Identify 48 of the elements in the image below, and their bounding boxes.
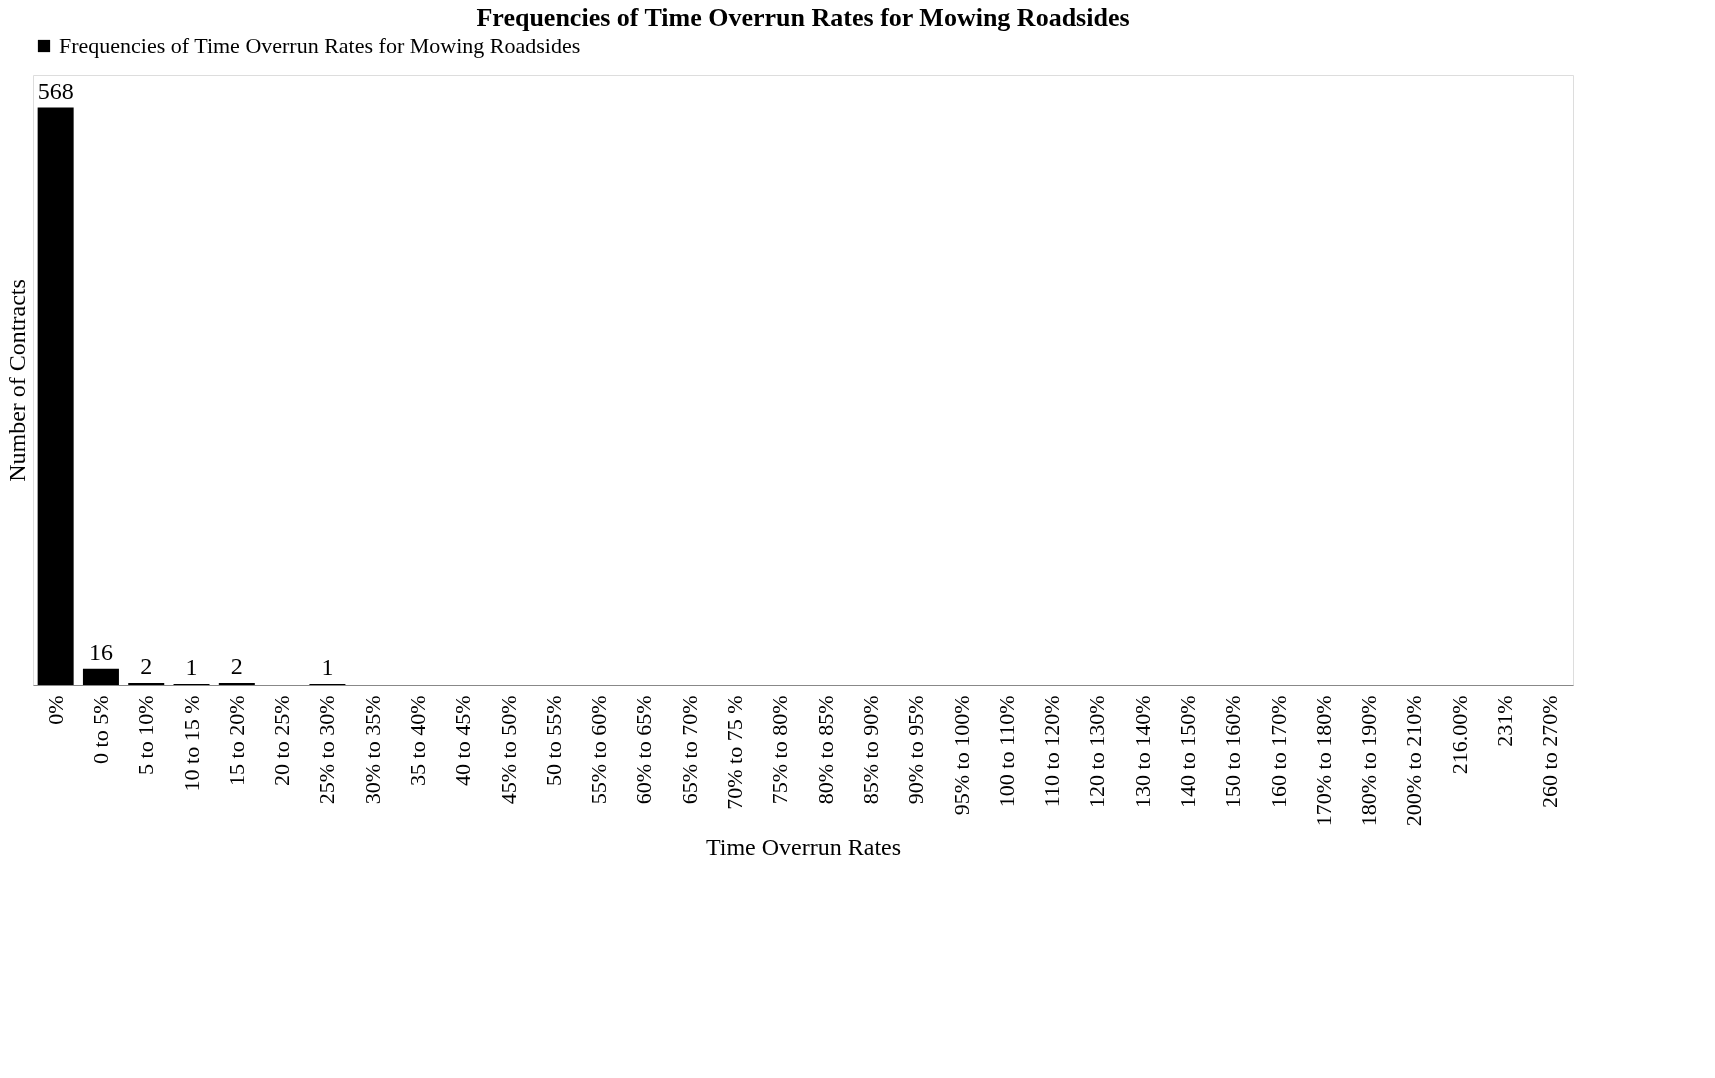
x-tick-label: 35 to 40% bbox=[405, 695, 430, 786]
data-label: 568 bbox=[37, 77, 74, 104]
bar bbox=[128, 682, 165, 685]
data-label: 2 bbox=[230, 652, 243, 679]
x-tick-label: 160 to 170% bbox=[1265, 695, 1291, 808]
bar bbox=[37, 107, 74, 685]
bar bbox=[82, 668, 119, 685]
data-label: 16 bbox=[88, 638, 113, 665]
data-label: 2 bbox=[140, 652, 153, 679]
x-tick-label: 0% bbox=[42, 695, 68, 725]
bar bbox=[218, 682, 255, 685]
y-axis-title: Number of Contracts bbox=[3, 279, 30, 482]
x-tick-label: 170% to 180% bbox=[1310, 695, 1336, 827]
x-tick-label: 231% bbox=[1492, 695, 1518, 747]
x-tick-label: 110 to 120% bbox=[1039, 695, 1065, 808]
x-tick-label: 140 to 150% bbox=[1175, 695, 1200, 808]
x-tick-label: 180% to 190% bbox=[1356, 695, 1382, 827]
x-tick-label: 65% to 70% bbox=[676, 695, 702, 805]
data-label: 1 bbox=[321, 653, 334, 680]
x-tick-label: 80% to 85% bbox=[812, 695, 838, 805]
x-tick-label: 40 to 45% bbox=[450, 695, 476, 786]
x-tick-label: 55% to 60% bbox=[586, 695, 612, 805]
x-tick-label: 216.00% bbox=[1446, 695, 1472, 775]
x-tick-label: 90% to 95% bbox=[903, 695, 929, 805]
x-tick-label: 75% to 80% bbox=[767, 695, 793, 805]
x-tick-label: 95% to 100% bbox=[948, 695, 974, 816]
x-tick-label: 20 to 25% bbox=[269, 695, 295, 786]
x-tick-label: 10 to 15 % bbox=[178, 695, 204, 792]
data-label: 1 bbox=[185, 653, 198, 680]
x-tick-label: 60% to 65% bbox=[631, 695, 657, 805]
x-tick-label: 120 to 130% bbox=[1084, 695, 1110, 808]
x-axis-title: Time Overrun Rates bbox=[705, 833, 902, 860]
x-tick-label: 5 to 10% bbox=[133, 695, 159, 775]
x-tick-label: 15 to 20% bbox=[223, 695, 249, 786]
x-tick-label: 200% to 210% bbox=[1401, 695, 1427, 827]
x-tick-label: 30% to 35% bbox=[359, 695, 385, 805]
x-tick-label: 130 to 140% bbox=[1129, 695, 1155, 808]
x-tick-label: 25% to 30% bbox=[314, 695, 340, 805]
x-tick-label: 150 to 160% bbox=[1220, 695, 1246, 808]
x-tick-label: 0 to 5% bbox=[87, 695, 113, 764]
x-tick-label: 100 to 110% bbox=[993, 695, 1019, 808]
x-tick-label: 50 to 55% bbox=[540, 695, 566, 786]
chart-title: Frequencies of Time Overrun Rates for Mowing Roadsides bbox=[476, 3, 1130, 32]
x-tick-label: 260 to 270% bbox=[1537, 695, 1563, 808]
x-tick-label: 70% to 75 % bbox=[722, 695, 748, 810]
x-tick-label: 85% to 90% bbox=[857, 695, 883, 805]
x-tick-label: 45% to 50% bbox=[495, 695, 521, 805]
legend-label: Frequencies of Time Overrun Rates for Mowing Roadsides bbox=[59, 33, 581, 58]
